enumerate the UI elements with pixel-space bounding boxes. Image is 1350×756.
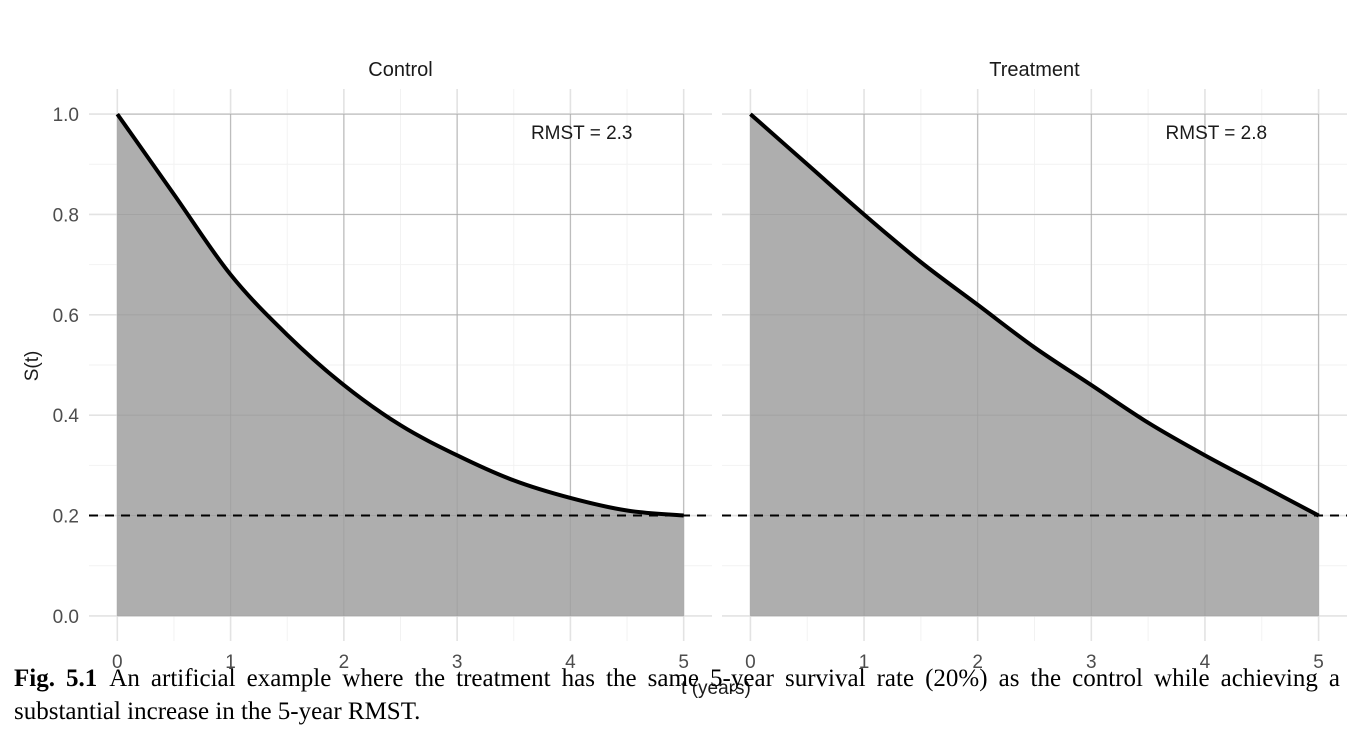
survival-curve: [749, 112, 1320, 518]
x-tick-label: 0: [112, 652, 123, 673]
y-axis-title: S(t): [22, 351, 43, 382]
x-tick-label: 5: [1313, 652, 1324, 673]
rmst-annotation: RMST = 2.3: [531, 123, 633, 144]
figure-caption: Fig. 5.1 An artificial example where the …: [14, 662, 1340, 728]
x-tick-label: 3: [452, 652, 463, 673]
x-tick-label: 4: [565, 652, 576, 673]
x-tick-label: 0: [745, 652, 756, 673]
y-tick-label: 0.6: [53, 306, 79, 327]
rmst-annotation: RMST = 2.8: [1166, 123, 1268, 144]
x-tick-label: 1: [859, 652, 870, 673]
x-axis-title: t (years): [681, 678, 751, 699]
x-tick-label: 2: [972, 652, 983, 673]
caption-label: Fig. 5.1: [14, 665, 98, 692]
panel-0: Control RMST = 2.3 0 1 2 3 4 5 0.0 0.2 0.4 0.6 0.8 1.…: [53, 59, 712, 673]
x-tick-label: 1: [225, 652, 236, 673]
x-tick-label: 4: [1200, 652, 1211, 673]
panel-title: Treatment: [989, 59, 1080, 81]
y-tick-label: 1.0: [53, 105, 79, 126]
chart-panels: Control RMST = 2.3 0 1 2 3 4 5 0.0 0.2 0.4 0.6 0.8 1.…: [53, 59, 1347, 673]
survival-curve: [115, 112, 684, 518]
y-tick-label: 0.0: [53, 607, 79, 628]
x-tick-label: 3: [1086, 652, 1097, 673]
y-tick-label: 0.2: [53, 507, 79, 528]
panel-1: Treatment RMST = 2.8 0 1 2 3 4 5: [722, 59, 1347, 673]
x-tick-label: 5: [678, 652, 689, 673]
x-tick-label: 2: [339, 652, 350, 673]
y-tick-label: 0.8: [53, 205, 79, 226]
panel-title: Control: [368, 59, 432, 81]
y-tick-label: 0.4: [53, 406, 80, 427]
caption-text: An artificial example where the treatmen…: [14, 665, 1340, 725]
